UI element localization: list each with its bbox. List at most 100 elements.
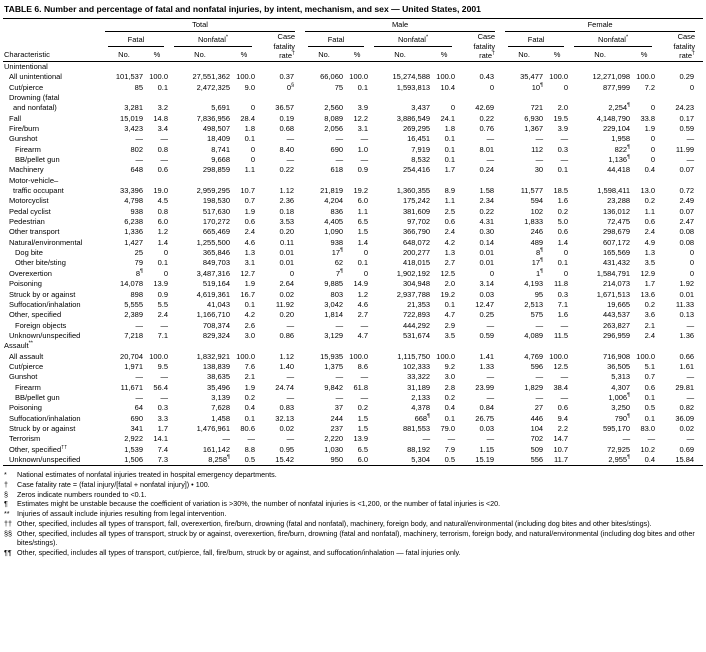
cell: 517,630 [202,206,230,216]
cell: 3.14 [479,279,495,289]
cell: 100.0 [436,351,456,361]
row-label: Pedal cyclist [9,206,51,216]
cell: 0§ [286,82,295,92]
cell: 0 [563,268,569,278]
cell: 4,089 [524,330,544,340]
cell: 1.4 [357,237,369,247]
cell: 4.6 [357,299,369,309]
cell: — [360,155,369,165]
cell: 100.0 [436,72,456,82]
cell: — [335,320,344,330]
cell: 0.6 [444,217,456,227]
cell: — [447,434,456,444]
cell: 0.3 [557,289,569,299]
cell: 1.3 [244,248,255,258]
cell: 17¶ [531,257,544,268]
cell: 0.7 [244,196,255,206]
cell: 1,006¶ [608,392,631,402]
cell: 15.42 [275,455,295,465]
cell: 4,798 [124,196,143,206]
row-label: Other transport [9,227,60,237]
cell: 0.1 [557,258,569,268]
cell: 594 [530,196,544,206]
cell: — [335,392,344,402]
table-page: TABLE 6. Number and percentage of fatal … [3,3,704,557]
case-fatality-line: Case [477,32,496,42]
cell: 10.7 [553,444,569,454]
cell: 4.2 [444,237,456,247]
cell: 3.1 [357,124,369,134]
cell: — [135,372,144,382]
cell: — [360,392,369,402]
cell: 9,668 [211,155,230,165]
cell: 2.47 [679,217,695,227]
cell: — [486,134,495,144]
cell: 83.0 [640,423,656,433]
cell: — [135,134,144,144]
cell: 10.2 [640,444,656,454]
cell: 1.1 [244,165,255,175]
row-label: Struck by or against [9,289,76,299]
cell: 1.4 [157,237,168,247]
cell: 3,437 [411,103,431,113]
row-label: Firearm [15,382,41,392]
cell: 15,274,588 [392,72,431,82]
cell: 0 [689,258,695,268]
cell: 2.9 [444,320,456,330]
table-row: Overexertion 8¶ 0 3,487,316 12.7 0 7¶ 0 1,902,19… [3,269,703,279]
cell: 365,846 [202,248,230,258]
cell: 0.5 [244,455,255,465]
footnote-marker: § [4,489,8,499]
cell: 0.02 [279,289,295,299]
cell: 19.2 [440,289,456,299]
cell: 2.4 [444,227,456,237]
cell: 7.2 [644,82,656,92]
cell: 100.0 [636,351,656,361]
cell: 1.12 [279,186,295,196]
row-label: Poisoning [9,403,42,413]
cell: 37 [334,403,344,413]
cell: — [686,392,695,402]
footnote-ref: † [292,50,296,57]
footnote: † Case fatality rate = (fatal injury/[fat… [4,480,702,490]
cell: 0.1 [444,413,456,423]
row-label: Motorcyclist [9,196,49,206]
cell: 138,839 [202,361,230,371]
table-row: Firearm 802 0.8 8,741 0 8.40 690 1.0 7,919 0.1 8.0… [3,144,703,155]
row-label: Machinery [9,165,44,175]
cell: 381,609 [402,206,431,216]
row-label: Fall [9,113,22,123]
cell: 200,277 [402,248,431,258]
cell: 668¶ [414,413,431,423]
cell: 0 [363,248,369,258]
cell: 2.4 [157,310,168,320]
cell: 41,043 [207,299,230,309]
cell: 214,073 [602,279,631,289]
section-label: Unintentional [4,61,48,71]
table-header: Characteristic Total Male Female Fatal N… [3,19,704,62]
section-row: Assault** [3,341,703,351]
cell: 0.01 [479,248,495,258]
cell: 2,220 [324,434,344,444]
row-label: Natural/environmental [9,237,83,247]
row-label: Dog bite [15,248,43,258]
footnote-text: Zeros indicate numbers rounded to <0.1. [17,489,147,499]
cell: 1.15 [479,444,495,454]
cell: 3.1 [244,258,255,268]
cell: 7,628 [211,403,230,413]
footnote-ref: † [692,50,696,57]
cell: 6,238 [124,217,143,227]
table-title: TABLE 6. Number and percentage of fatal … [3,3,703,19]
cell: — [360,134,369,144]
cell: 1.41 [479,351,495,361]
cell: 100.0 [549,351,569,361]
cell: 2.4 [644,227,656,237]
group-header-male: Male [305,20,496,33]
cell: 2,254¶ [608,102,631,113]
cell: 0.3 [157,403,168,413]
cell: 1.92 [679,279,695,289]
section-row: Unintentional [3,61,703,72]
cell: 0.76 [479,124,495,134]
cell: 0.83 [279,403,295,413]
cell: 0.1 [357,258,369,268]
